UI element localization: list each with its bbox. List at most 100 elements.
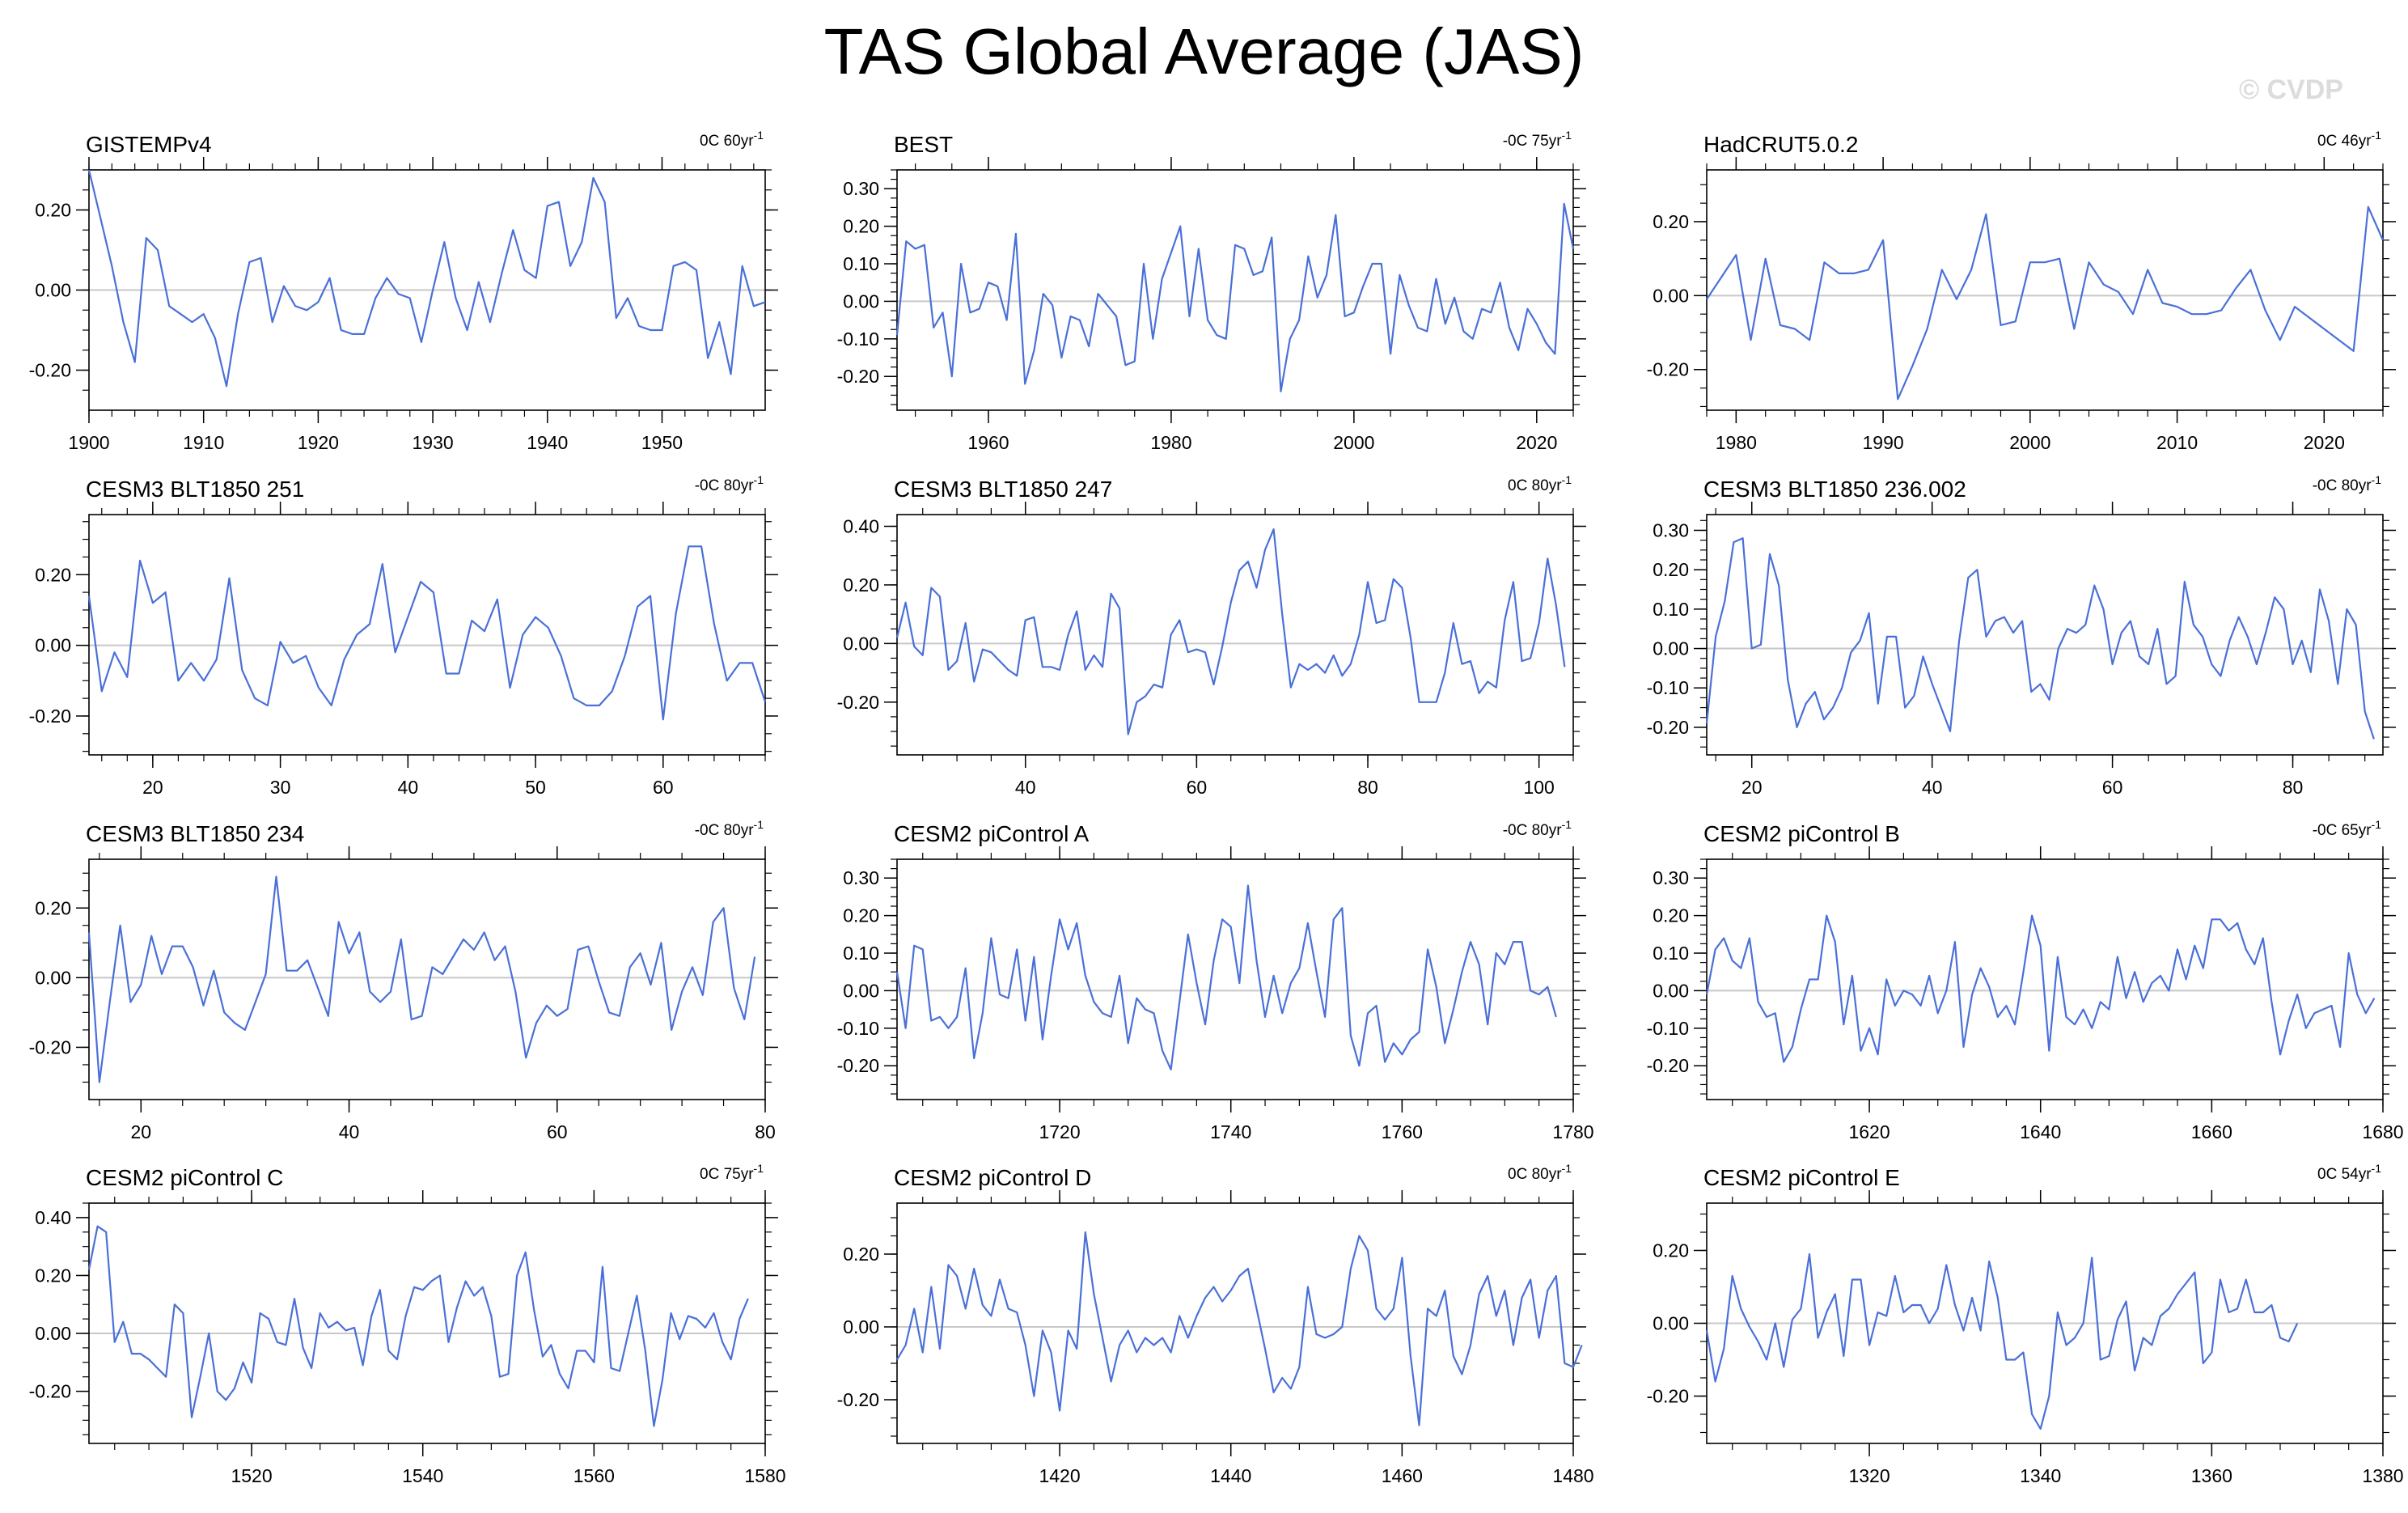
y-tick-label: -0.20	[1647, 1386, 1689, 1407]
page-title: TAS Global Average (JAS)	[823, 15, 1585, 87]
y-tick-label: 0.00	[1653, 285, 1689, 306]
series-line	[1706, 206, 2385, 400]
plot-frame	[896, 1202, 1574, 1444]
x-tick-label: 1780	[1552, 1121, 1593, 1142]
plot-frame	[896, 514, 1574, 756]
y-tick-label: 0.00	[843, 290, 879, 312]
x-tick-label: 20	[1741, 777, 1763, 798]
x-tick-label: 2010	[2156, 432, 2198, 453]
x-tick-label: 1380	[2362, 1465, 2403, 1486]
panel-title: HadCRUT5.0.2	[1703, 132, 1858, 157]
trend-label: 0C 75yr-1	[700, 1162, 764, 1183]
panel-5: -0.20 0.00 0.20 0.40 40 60 80 100 CESM3 BLT1850 …	[837, 473, 1586, 798]
x-tick-label: 2020	[1516, 432, 1557, 453]
trend-exponent: -1	[1562, 818, 1572, 831]
y-tick-label: 0.40	[843, 515, 879, 536]
trend-label: -0C 80yr-1	[2313, 473, 2382, 494]
y-tick-label: -0.20	[837, 1389, 879, 1410]
y-tick-label: 0.30	[1653, 519, 1689, 540]
series-line	[895, 202, 1575, 392]
plot-frame	[896, 169, 1574, 411]
x-tick-label: 1900	[68, 432, 109, 453]
trend-label: 0C 80yr-1	[1508, 1162, 1572, 1183]
y-tick-label: -0.20	[837, 366, 879, 387]
trend-exponent: -1	[2372, 129, 2382, 142]
x-tick-label: 40	[1922, 777, 1943, 798]
panel-4: -0.20 0.00 0.20 20 30 40 50 60 CESM3 BLT1850 251…	[29, 473, 778, 798]
x-tick-label: 40	[1015, 777, 1036, 798]
y-tick-label: 0.20	[843, 1244, 879, 1265]
trend-label: 0C 54yr-1	[2317, 1162, 2381, 1183]
panel-title: CESM2 piControl A	[894, 821, 1090, 846]
series-line	[87, 169, 766, 388]
panel-title: GISTEMPv4	[86, 132, 212, 157]
y-tick-label: 0.20	[843, 216, 879, 237]
trend-label: -0C 80yr-1	[695, 818, 764, 839]
y-tick-label: -0.20	[1647, 359, 1689, 380]
y-tick-label: -0.10	[1647, 1018, 1689, 1039]
x-tick-label: 40	[339, 1121, 360, 1142]
x-tick-label: 1620	[1848, 1121, 1890, 1142]
trend-exponent: -1	[2372, 818, 2382, 831]
trend-label: -0C 75yr-1	[1503, 129, 1572, 150]
y-tick-label: -0.20	[29, 1036, 71, 1057]
y-tick-label: 0.20	[35, 1265, 71, 1286]
plot-frame	[896, 858, 1574, 1100]
x-tick-label: 1720	[1039, 1121, 1080, 1142]
x-tick-label: 1950	[641, 432, 683, 453]
x-tick-label: 1680	[2362, 1121, 2403, 1142]
series-line	[895, 884, 1557, 1071]
trend-label: 0C 60yr-1	[700, 129, 764, 150]
panel-6: -0.20 -0.10 0.00 0.10 0.20 0.30 20 40 60 80 CESM3 …	[1647, 473, 2396, 798]
watermark: © CVDP	[2239, 74, 2343, 105]
x-tick-label: 60	[547, 1121, 568, 1142]
plot-frame	[88, 858, 766, 1100]
trend-exponent: -1	[1562, 473, 1572, 486]
x-tick-label: 2000	[2009, 432, 2050, 453]
panel-title: CESM2 piControl E	[1703, 1165, 1900, 1190]
x-tick-label: 1660	[2191, 1121, 2232, 1142]
plot-frame	[1706, 514, 2384, 756]
y-tick-label: 0.20	[1653, 211, 1689, 232]
panel-title: CESM3 BLT1850 236.002	[1703, 477, 1966, 502]
x-tick-label: 1990	[1863, 432, 1904, 453]
series-line	[895, 528, 1566, 735]
y-tick-label: 0.00	[35, 1323, 71, 1344]
panel-title: CESM3 BLT1850 247	[894, 477, 1112, 502]
x-tick-label: 1420	[1039, 1465, 1080, 1486]
x-tick-label: 1440	[1210, 1465, 1251, 1486]
trend-exponent: -1	[754, 818, 764, 831]
y-tick-label: 0.10	[843, 253, 879, 274]
panel-title: CESM3 BLT1850 234	[86, 821, 304, 846]
x-tick-label: 2000	[1333, 432, 1374, 453]
y-tick-label: 0.10	[1653, 943, 1689, 964]
panel-title: CESM2 piControl D	[894, 1165, 1091, 1190]
trend-label: 0C 46yr-1	[2317, 129, 2381, 150]
trend-label: -0C 80yr-1	[1503, 818, 1572, 839]
y-tick-label: 0.20	[1653, 1240, 1689, 1261]
trend-exponent: -1	[1562, 129, 1572, 142]
series-line	[87, 875, 756, 1083]
x-tick-label: 1320	[1848, 1465, 1890, 1486]
x-tick-label: 1480	[1552, 1465, 1593, 1486]
series-line	[896, 1231, 1583, 1426]
x-tick-label: 1910	[183, 432, 224, 453]
x-tick-label: 1340	[2020, 1465, 2061, 1486]
x-tick-label: 1980	[1716, 432, 1757, 453]
plot-frame	[1706, 169, 2384, 411]
y-tick-label: 0.20	[35, 564, 71, 585]
x-tick-label: 1540	[402, 1465, 443, 1486]
trend-label: -0C 65yr-1	[2313, 818, 2382, 839]
y-tick-label: -0.10	[837, 1018, 879, 1039]
y-tick-label: -0.20	[29, 706, 71, 727]
y-tick-label: 0.40	[35, 1207, 71, 1228]
panel-11: -0.20 0.00 0.20 1420 1440 1460 1480 CESM2 piCon…	[837, 1162, 1594, 1486]
series-line	[87, 1225, 749, 1427]
y-tick-label: 0.10	[1653, 599, 1689, 620]
y-tick-label: 0.00	[35, 280, 71, 301]
x-tick-label: 60	[653, 777, 674, 798]
x-tick-label: 40	[398, 777, 419, 798]
panel-3: -0.20 0.00 0.20 1980 1990 2000 2010 2020 HadCRUT…	[1647, 129, 2396, 453]
trend-label: 0C 80yr-1	[1508, 473, 1572, 494]
